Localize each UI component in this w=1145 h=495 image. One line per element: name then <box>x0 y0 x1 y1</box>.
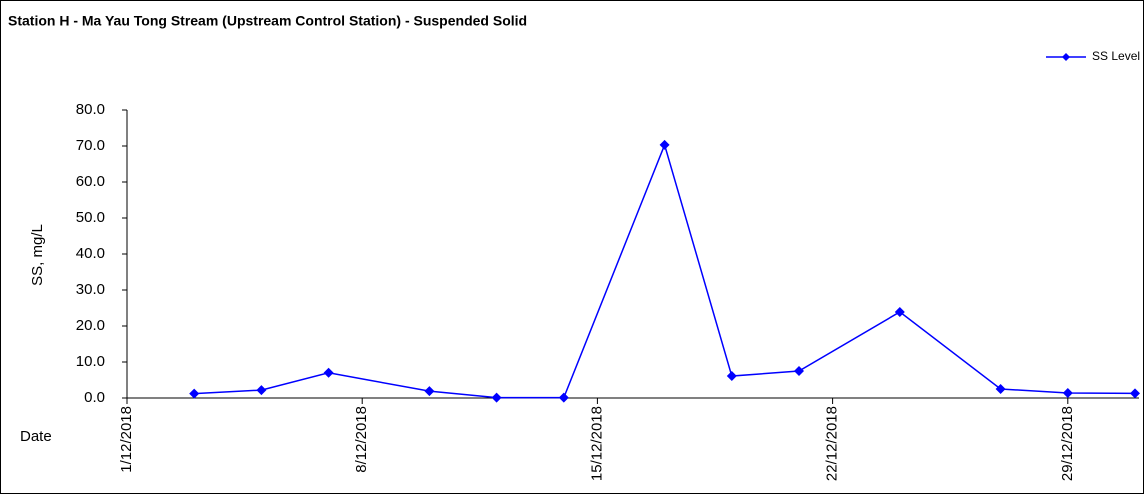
y-tick-label: 80.0 <box>76 101 105 118</box>
y-tick-label: 10.0 <box>76 353 105 370</box>
y-tick-label: 70.0 <box>76 137 105 154</box>
chart-title: Station H - Ma Yau Tong Stream (Upstream… <box>8 13 527 29</box>
point <box>558 392 569 403</box>
point <box>189 388 200 399</box>
point <box>256 385 267 396</box>
point <box>794 366 804 376</box>
point <box>659 139 670 150</box>
legend-label: SS Level <box>1092 49 1140 63</box>
x-tick-label: 15/12/2018 <box>588 406 605 481</box>
point <box>995 384 1006 394</box>
y-tick-label: 50.0 <box>76 209 105 226</box>
point <box>491 392 502 403</box>
point <box>726 371 737 382</box>
point <box>894 306 905 317</box>
point <box>424 386 435 397</box>
y-tick-label: 30.0 <box>76 281 105 298</box>
x-tick-label: 29/12/2018 <box>1059 406 1076 481</box>
legend-marker <box>1062 53 1070 61</box>
x-axis-title: Date <box>20 428 52 445</box>
y-tick-label: 0.0 <box>84 389 105 406</box>
x-tick-label: 8/12/2018 <box>353 406 370 473</box>
x-tick-label: 22/12/2018 <box>824 406 841 481</box>
y-tick-label: 40.0 <box>76 245 105 262</box>
y-tick-label: 20.0 <box>76 317 105 334</box>
point <box>323 367 334 378</box>
point <box>1062 387 1073 398</box>
point <box>1130 388 1140 399</box>
x-tick-label: 1/12/2018 <box>118 406 135 473</box>
y-axis-title: SS, mg/L <box>29 224 46 286</box>
y-tick-label: 60.0 <box>76 173 105 190</box>
